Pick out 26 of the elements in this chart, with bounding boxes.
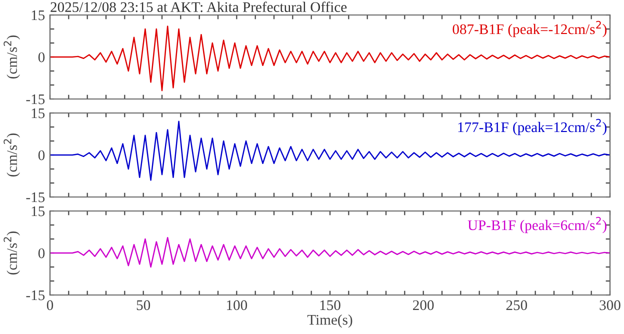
y-axis-title: (cm/s$^{2}$) [4, 36, 20, 79]
y-axis-title: (cm/s$^{2}$) [4, 134, 20, 177]
series-label: UP-B1F (peak=6cm/s$^{2}$) [468, 216, 606, 234]
y-tick-label: 0 [38, 52, 45, 62]
line-series [50, 236, 610, 268]
y-tick-label: 15 [32, 10, 45, 20]
x-tick-label: 100 [227, 300, 248, 310]
series-label: 087-B1F (peak=-12cm/s$^{2}$) [452, 20, 607, 38]
y-tick-label: -15 [26, 192, 45, 202]
x-tick-label: 150 [320, 300, 340, 310]
x-tick-label: 300 [600, 300, 620, 310]
x-tick-label: 200 [413, 300, 434, 310]
y-axis-title: (cm/s$^{2}$) [4, 232, 20, 275]
x-tick-label: 0 [46, 300, 54, 310]
y-tick-label: 15 [32, 108, 45, 118]
chart-title: 2025/12/08 23:15 at AKT: Akita Prefectural Office [50, 2, 347, 12]
line-series [50, 120, 610, 181]
x-axis-title: Time(s) [307, 314, 352, 328]
y-tick-label: 0 [38, 150, 45, 160]
y-tick-label: -15 [26, 94, 45, 104]
y-tick-label: -15 [26, 290, 45, 300]
x-tick-label: 250 [506, 300, 528, 310]
y-tick-label: 0 [38, 248, 45, 258]
y-tick-label: 15 [32, 206, 45, 216]
series-label: 177-B1F (peak=12cm/s$^{2}$) [458, 118, 606, 136]
x-tick-label: 50 [136, 300, 150, 310]
